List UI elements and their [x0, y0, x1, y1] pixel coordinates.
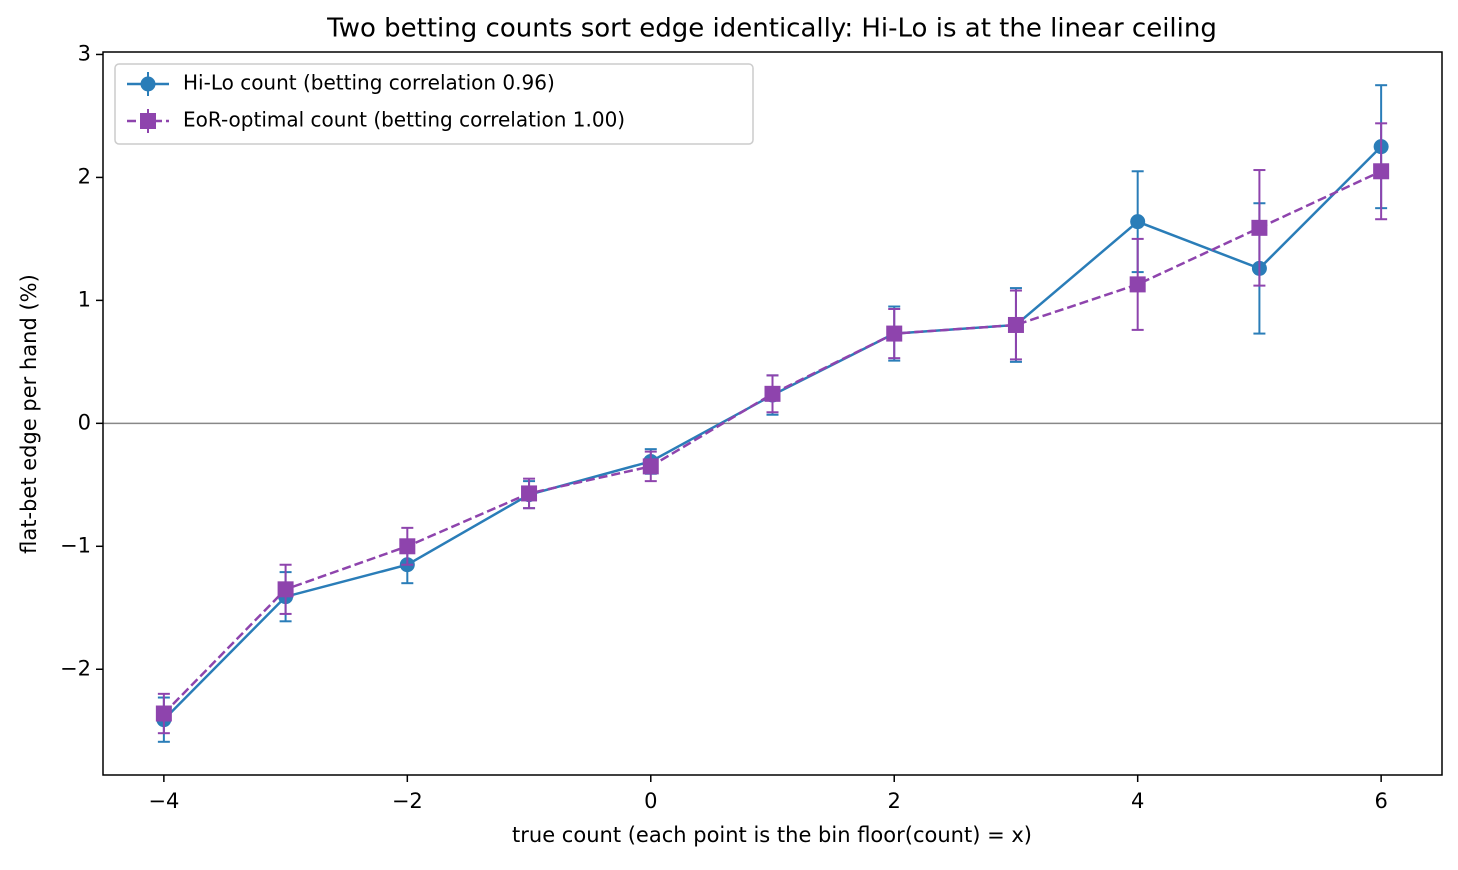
point	[521, 485, 538, 502]
point	[886, 325, 903, 342]
legend-marker	[140, 76, 156, 92]
x-tick-label: 0	[644, 789, 657, 813]
point	[764, 385, 781, 402]
point	[1251, 219, 1268, 236]
y-tick-label: −2	[60, 656, 91, 680]
plot-frame	[102, 51, 1443, 776]
point	[399, 538, 416, 555]
x-tick-label: 2	[888, 789, 901, 813]
series-line	[162, 145, 1383, 721]
point	[1007, 316, 1024, 333]
point	[1130, 214, 1146, 230]
point	[277, 581, 294, 598]
point	[642, 458, 659, 475]
y-axis-label: flat-bet edge per hand (%)	[17, 274, 41, 554]
x-axis-label: true count (each point is the bin floor(…	[512, 823, 1032, 847]
point	[155, 705, 172, 722]
x-tick-label: 4	[1131, 789, 1144, 813]
x-tick-label: 6	[1374, 789, 1387, 813]
legend-box	[114, 63, 754, 145]
y-tick-label: 2	[78, 164, 91, 188]
x-tick-label: −4	[148, 789, 179, 813]
point	[1129, 276, 1146, 293]
series-line	[162, 170, 1382, 715]
y-tick-label: 1	[78, 287, 91, 311]
y-tick-label: 0	[78, 410, 91, 434]
y-tick-label: −1	[60, 533, 91, 557]
chart-title: Two betting counts sort edge identically…	[326, 14, 1217, 44]
y-tick-label: 3	[78, 41, 91, 65]
x-tick-label: −2	[392, 789, 423, 813]
legend-label: EoR-optimal count (betting correlation 1…	[183, 108, 625, 132]
point	[1373, 163, 1390, 180]
legend-marker	[140, 113, 156, 129]
legend-label: Hi-Lo count (betting correlation 0.96)	[183, 71, 555, 95]
